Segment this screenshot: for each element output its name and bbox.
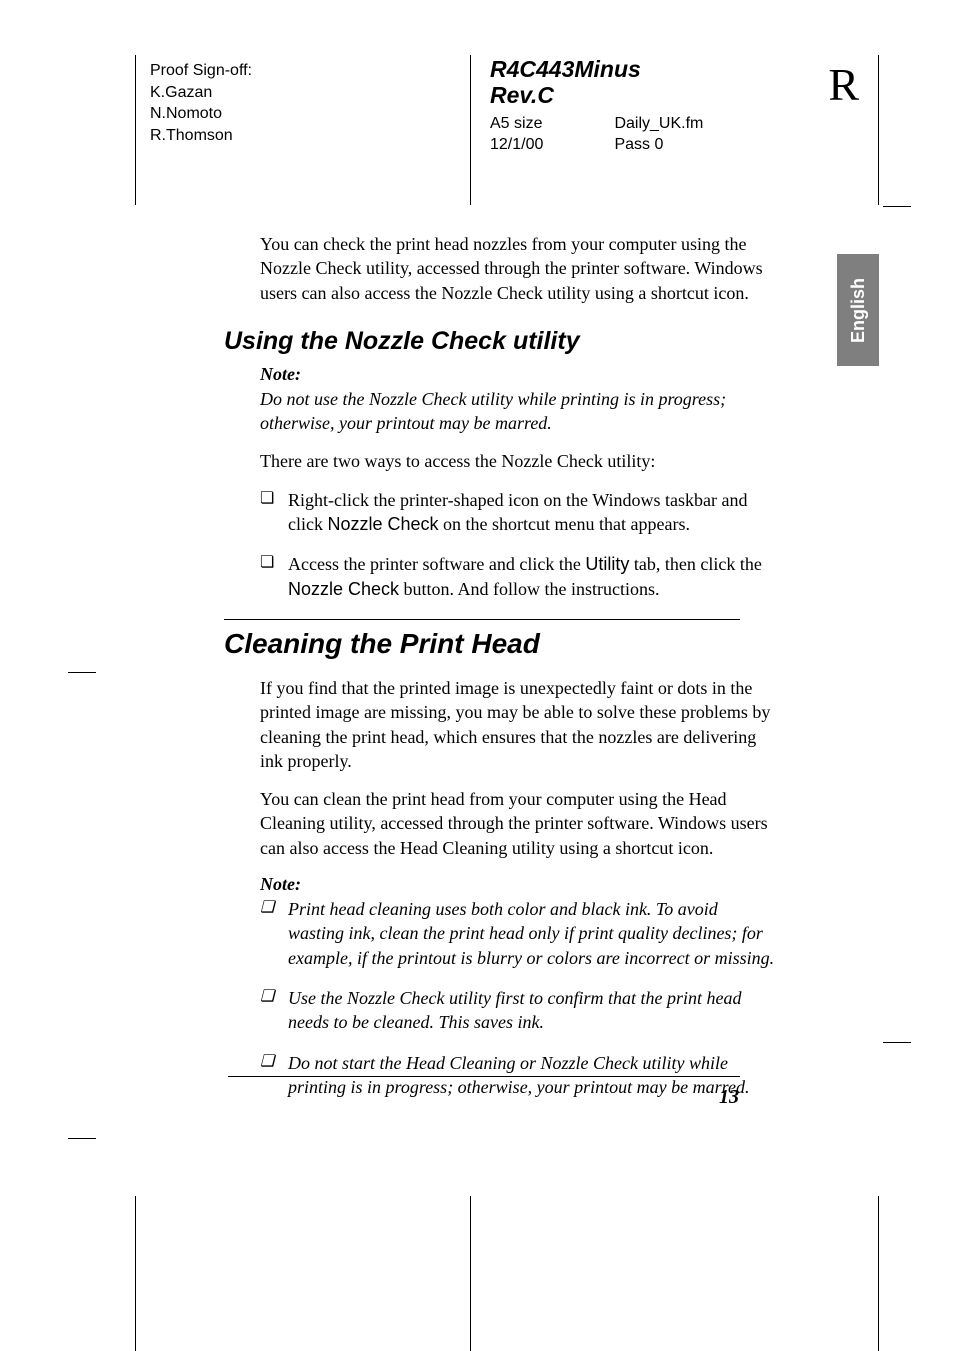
- content-area: You can check the print head nozzles fro…: [228, 232, 778, 1115]
- proof-name-1: K.Gazan: [150, 82, 252, 104]
- proof-label: Proof Sign-off:: [150, 60, 252, 82]
- doc-meta: A5 size Daily_UK.fm 12/1/00 Pass 0: [490, 113, 703, 156]
- note-block-2: Note:: [260, 874, 778, 895]
- crop-line: [135, 55, 136, 205]
- crop-mark: [68, 1138, 96, 1139]
- proof-name-3: R.Thomson: [150, 125, 252, 147]
- crop-mark: [883, 206, 911, 207]
- note-text: Do not use the Nozzle Check utility whil…: [260, 387, 778, 436]
- crop-mark: [883, 1042, 911, 1043]
- page: Proof Sign-off: K.Gazan N.Nomoto R.Thoms…: [0, 0, 954, 1351]
- note-bullet-item: Print head cleaning uses both color and …: [260, 897, 778, 970]
- text-span: tab, then click the: [629, 554, 761, 574]
- crop-line: [878, 55, 879, 205]
- heading-cleaning-print-head: Cleaning the Print Head: [224, 628, 778, 660]
- proof-name-2: N.Nomoto: [150, 103, 252, 125]
- note-bullet-item: Use the Nozzle Check utility first to co…: [260, 986, 778, 1035]
- bullet-item: Access the printer software and click th…: [260, 552, 778, 601]
- intro-paragraph: You can check the print head nozzles fro…: [260, 232, 778, 305]
- text-span: button. And follow the instructions.: [399, 579, 660, 599]
- crop-line: [470, 55, 471, 205]
- footer-rule: [228, 1076, 740, 1077]
- page-number: 13: [719, 1086, 739, 1109]
- doc-title-line2: Rev.C: [490, 82, 703, 108]
- language-tab: English: [837, 254, 879, 366]
- crop-line: [135, 1196, 136, 1351]
- language-tab-label: English: [848, 277, 869, 342]
- crop-line: [878, 1196, 879, 1351]
- text-span: on the shortcut menu that appears.: [439, 514, 690, 534]
- proof-signoff-block: Proof Sign-off: K.Gazan N.Nomoto R.Thoms…: [150, 60, 252, 146]
- meta-file: Daily_UK.fm: [614, 113, 703, 135]
- ui-term: Nozzle Check: [288, 579, 399, 599]
- text-span: Access the printer software and click th…: [288, 554, 585, 574]
- corner-letter: R: [828, 58, 859, 111]
- crop-mark: [68, 672, 96, 673]
- doc-header: R4C443Minus Rev.C A5 size Daily_UK.fm 12…: [490, 56, 703, 156]
- doc-title-line1: R4C443Minus: [490, 56, 703, 82]
- note-bullets: Print head cleaning uses both color and …: [260, 897, 778, 1099]
- access-bullets: Right-click the printer-shaped icon on t…: [260, 488, 778, 601]
- note-label: Note:: [260, 364, 778, 385]
- meta-size: A5 size: [490, 113, 610, 135]
- cleaning-para-2: You can clean the print head from your c…: [260, 787, 778, 860]
- note-label: Note:: [260, 874, 778, 895]
- bullet-item: Right-click the printer-shaped icon on t…: [260, 488, 778, 537]
- crop-line: [470, 1196, 471, 1351]
- ui-term: Utility: [585, 554, 629, 574]
- heading-using-nozzle-check: Using the Nozzle Check utility: [224, 327, 778, 356]
- note-block: Note: Do not use the Nozzle Check utilit…: [260, 364, 778, 436]
- section-rule: [224, 619, 740, 620]
- access-ways-para: There are two ways to access the Nozzle …: [260, 449, 778, 473]
- note-bullet-item: Do not start the Head Cleaning or Nozzle…: [260, 1051, 778, 1100]
- cleaning-para-1: If you find that the printed image is un…: [260, 676, 778, 773]
- meta-pass: Pass 0: [614, 134, 663, 156]
- meta-date: 12/1/00: [490, 134, 610, 156]
- ui-term: Nozzle Check: [327, 514, 438, 534]
